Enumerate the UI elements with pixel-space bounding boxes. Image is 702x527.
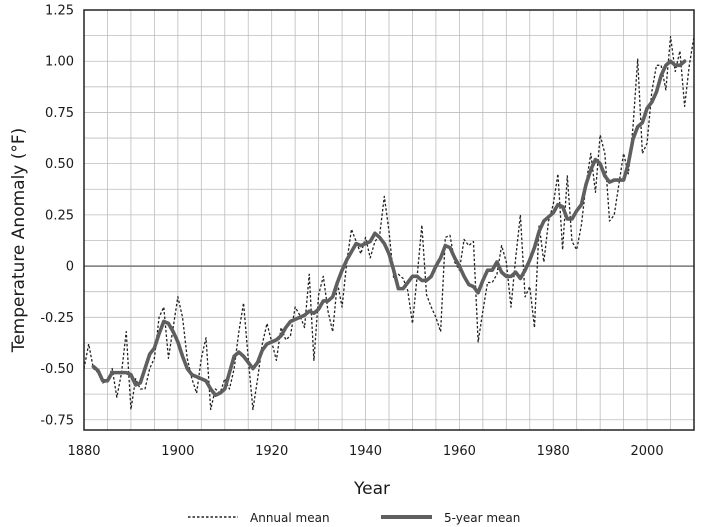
- y-tick-label: 0: [66, 260, 74, 275]
- x-axis-title: Year: [353, 479, 390, 499]
- legend-annual-mean-label: Annual mean: [250, 511, 330, 525]
- x-tick-label: 1940: [349, 444, 382, 459]
- legend: Annual mean 5-year mean: [188, 511, 520, 525]
- y-tick-label: 0.25: [45, 208, 74, 223]
- data-point-annual-mean: [242, 302, 244, 304]
- grid: [84, 10, 694, 430]
- x-tick-label: 2000: [631, 444, 664, 459]
- y-tick-label: -0.25: [40, 311, 74, 326]
- x-tick-label: 1920: [255, 444, 288, 459]
- x-tick-label: 1980: [537, 444, 570, 459]
- y-tick-label: 0.50: [45, 157, 74, 172]
- x-axis-ticks: 1880 1900 1920 1940 1960 1980 2000: [67, 444, 663, 459]
- legend-5-year-mean-label: 5-year mean: [444, 511, 520, 525]
- data-point-annual-mean: [557, 173, 559, 175]
- y-tick-label: -0.75: [40, 413, 74, 428]
- series-layer: [83, 35, 695, 411]
- x-tick-label: 1880: [67, 444, 100, 459]
- series-line-5-year-mean: [91, 59, 687, 397]
- y-axis-title: Temperature Anomaly (°F): [9, 128, 29, 354]
- y-tick-label: 0.75: [45, 106, 74, 121]
- x-tick-label: 1960: [443, 444, 476, 459]
- y-tick-label: -0.50: [40, 362, 74, 377]
- plot-frame: [83, 9, 695, 431]
- x-tick-label: 1900: [161, 444, 194, 459]
- y-axis-ticks: -0.75 -0.50 -0.25 0 0.25 0.50 0.75 1.00 1.25: [40, 4, 74, 429]
- y-tick-label: 1.00: [45, 55, 74, 70]
- y-tick-label: 1.25: [45, 4, 74, 19]
